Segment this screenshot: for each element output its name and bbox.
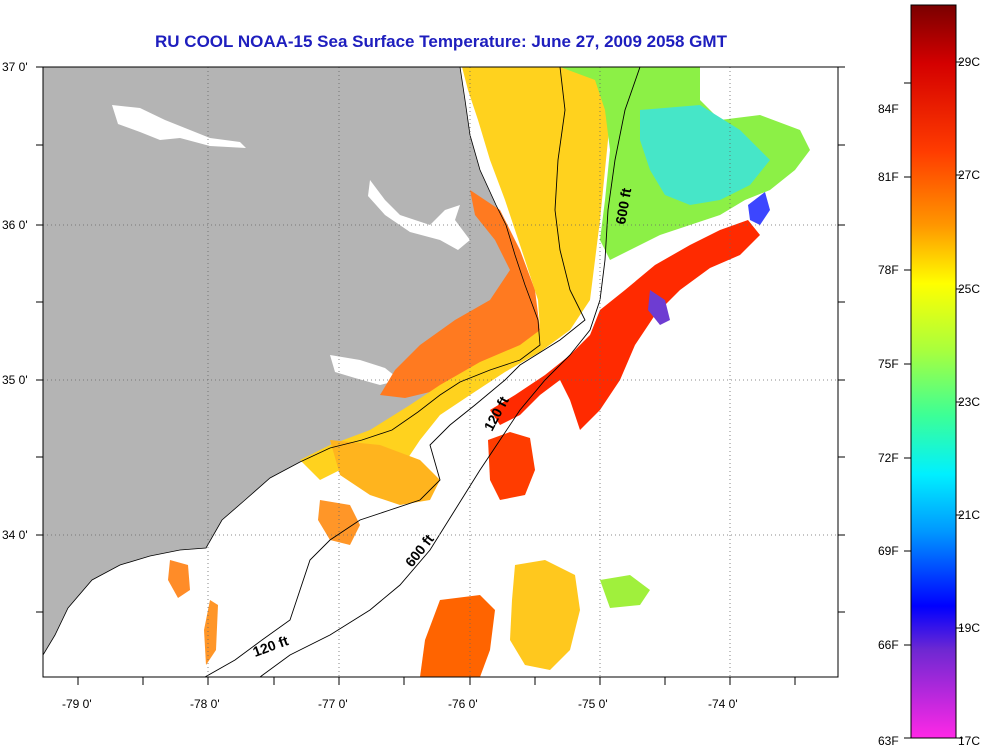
albemarle-sound [112,105,246,148]
map-title: RU COOL NOAA-15 Sea Surface Temperature:… [155,32,727,51]
south-yellow-patch [510,560,580,670]
colorbar-label-19c: 19C [958,621,981,635]
colorbar-label-66f: 66F [878,638,899,652]
grid [43,67,838,677]
map-border [42,66,839,678]
lat-label-35: 35 0' [2,373,28,387]
colorbar-ticks [904,61,963,739]
lon-label-75: -75 0' [578,697,608,711]
pamlico-river [368,180,470,250]
cold-patch-sst [648,290,670,325]
gulf-stream-sst [490,220,760,430]
contour-600ft [259,67,641,677]
colorbar-label-75f: 75F [878,357,899,371]
neuse-river [330,355,400,385]
lon-label-74: -74 0' [708,697,738,711]
colorbar-label-21c: 21C [958,508,981,522]
nearshore-patch-4 [204,600,218,665]
lon-label-77: -77 0' [318,697,348,711]
gulf-stream-eddy [488,432,535,500]
south-green-patch [600,575,650,608]
colorbar-label-25c: 25C [958,282,981,296]
contour-120ft [204,67,586,677]
lat-label-36: 36 0' [2,218,28,232]
colorbar-label-63f: 63F [878,734,899,748]
cape-fear-river [195,555,212,672]
colorbar-label-72f: 72F [878,451,899,465]
colorbar-label-27c: 27C [958,168,981,182]
nearshore-patch-3 [168,560,190,598]
lon-label-79: -79 0' [62,697,92,711]
colorbar-label-69f: 69F [878,544,899,558]
colorbar-label-29c: 29C [958,55,981,69]
lat-label-34: 34 0' [2,528,28,542]
south-orange-patch [420,595,495,677]
lon-label-76: -76 0' [448,697,478,711]
lon-label-78: -78 0' [190,697,220,711]
offshore-cyan-sst [640,105,770,205]
colorbar-label-81f: 81F [878,170,899,184]
nearshore-patch-1 [330,440,440,505]
colorbar-label-84f: 84F [878,102,899,116]
axis-ticks [36,66,845,685]
coastline [43,67,541,656]
cold-edge-sst [748,192,770,225]
colorbar-label-17c: 17C [958,734,981,748]
shelf-yellow-sst [300,67,610,490]
contour-label-600ft-north: 600 ft [612,186,634,225]
colorbar-label-23c: 23C [958,395,981,409]
pamlico-sound-sst [380,190,540,398]
nearshore-patch-2 [318,500,360,545]
colorbar-gradient [910,4,957,739]
land-mass [43,67,540,655]
lat-label-37: 37 0' [2,60,28,74]
colorbar-label-78f: 78F [878,263,899,277]
